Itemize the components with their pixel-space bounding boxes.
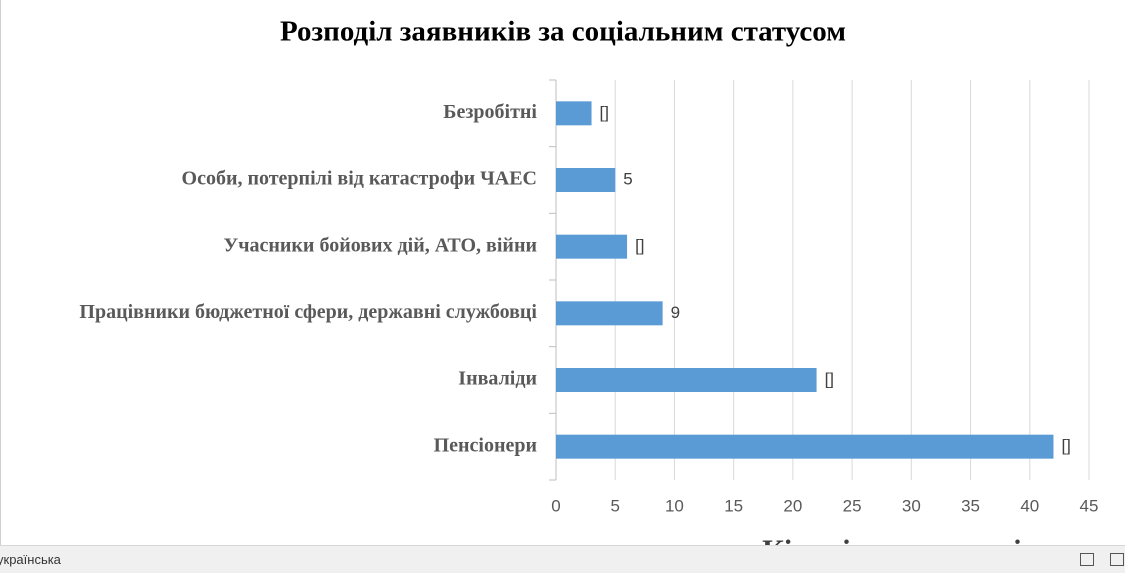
category-label: Безробітні: [443, 101, 537, 123]
data-label: []: [1061, 436, 1070, 455]
bar: [556, 434, 1054, 459]
x-tick-label: 0: [551, 496, 560, 515]
bar: [556, 168, 616, 192]
x-tick-label: 25: [843, 496, 862, 515]
x-tick-label: 30: [902, 496, 921, 515]
category-label: Особи, потерпілі від катастрофи ЧАЕС: [182, 168, 537, 190]
bar: [556, 368, 817, 392]
bar: [556, 101, 592, 126]
x-tick-label: 20: [783, 496, 802, 515]
category-label: Учасники бойових дій, АТО, війни: [224, 234, 537, 256]
status-bar: українська: [0, 545, 1125, 573]
category-label: Інваліди: [458, 368, 537, 390]
x-tick-label: 15: [724, 496, 743, 515]
x-tick-label: 10: [665, 496, 684, 515]
category-label: Працівники бюджетної сфери, державні слу…: [79, 301, 537, 323]
x-tick-label: 5: [610, 496, 619, 515]
data-label: []: [635, 236, 644, 255]
category-label: Пенсіонери: [434, 434, 537, 456]
data-label: 5: [623, 169, 632, 188]
bar: [556, 234, 628, 259]
data-label: []: [600, 103, 609, 122]
language[interactable]: українська: [0, 552, 61, 567]
x-tick-label: 40: [1020, 496, 1039, 515]
print-layout-icon[interactable]: [1110, 553, 1124, 566]
read-mode-icon[interactable]: [1080, 553, 1094, 566]
data-label: []: [825, 369, 834, 388]
bar: [556, 301, 663, 326]
x-tick-label: 35: [961, 496, 980, 515]
chart-title: Розподіл заявників за соціальним статусо…: [280, 16, 846, 48]
data-label: 9: [671, 303, 680, 322]
x-tick-label: 45: [1080, 496, 1099, 515]
